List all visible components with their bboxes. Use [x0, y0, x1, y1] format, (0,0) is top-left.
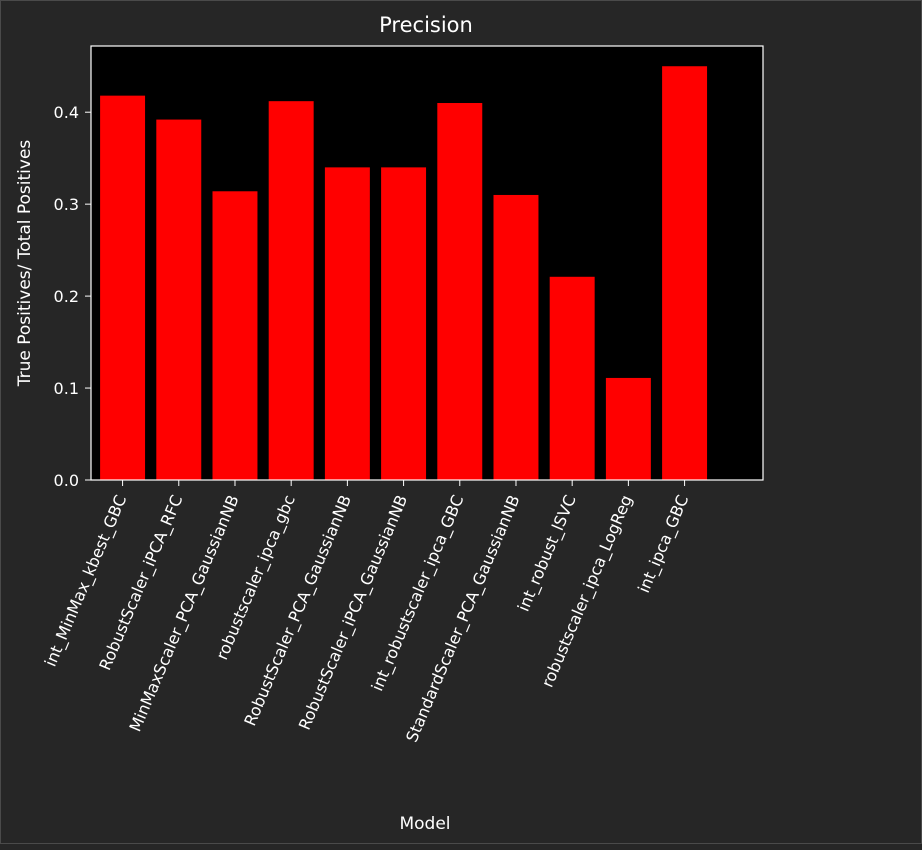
bar-3	[212, 191, 258, 480]
bars-group	[100, 66, 708, 481]
bar-11	[662, 66, 708, 480]
chart-title: Precision	[379, 13, 473, 37]
bar-7	[437, 103, 483, 480]
y-tick-label: 0.4	[54, 103, 79, 122]
y-tick-label: 0.0	[54, 471, 79, 490]
bar-8	[493, 194, 539, 480]
y-tick-label: 0.3	[54, 195, 79, 214]
x-tick-label: int_ipca_GBC	[634, 492, 693, 596]
y-axis: 0.0 0.1 0.2 0.3 0.4	[54, 103, 91, 490]
x-tick-label: int_robust_lSVC	[514, 492, 581, 614]
x-tick-label: RobustScaler_PCA_GaussianNB	[240, 492, 356, 729]
y-axis-label: True Positives/ Total Positives	[15, 140, 35, 388]
x-tick-label: MinMaxScaler_PCA_GaussianNB	[125, 492, 243, 735]
x-axis-label: Model	[399, 814, 450, 834]
bar-4	[268, 101, 314, 481]
bar-10	[605, 377, 651, 480]
bar-5	[324, 167, 370, 480]
bar-9	[549, 276, 595, 480]
x-axis: int_MinMax_kbest_GBCRobustScaler_iPCA_RF…	[41, 480, 693, 745]
x-tick-label: StandardScaler_PCA_GaussianNB	[402, 492, 525, 745]
bar-6	[381, 167, 427, 480]
y-tick-label: 0.2	[54, 287, 79, 306]
x-tick-label: RobustScaler_iPCA_GaussianNB	[295, 492, 412, 733]
bar-1	[100, 95, 146, 481]
plot-frame	[90, 45, 764, 481]
bar-2	[156, 119, 202, 480]
plot-area	[91, 46, 763, 480]
y-tick-label: 0.1	[54, 379, 79, 398]
